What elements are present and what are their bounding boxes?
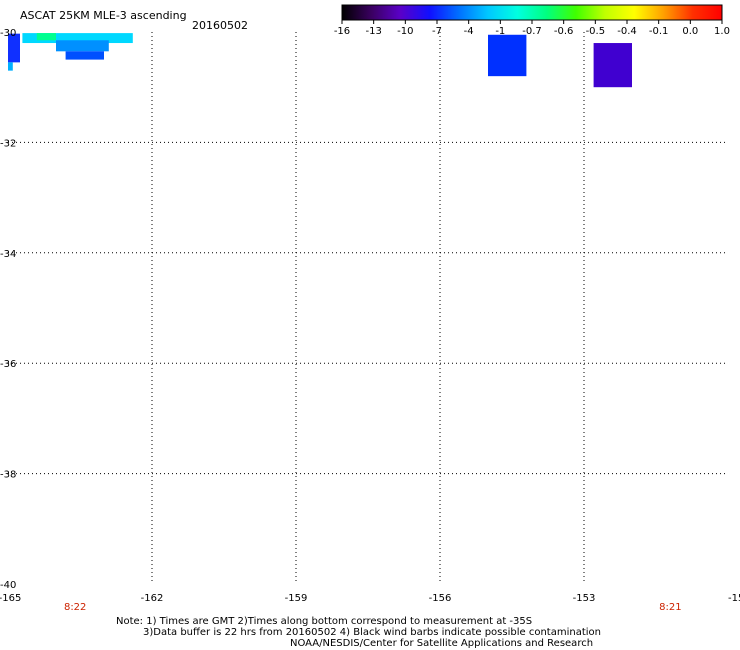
colorbar-label: -16 [334,26,350,37]
map-title: ASCAT 25KM MLE-3 ascending [20,9,187,22]
colorbar-label: -1 [495,26,505,37]
colorbar-label: -0.1 [649,26,669,37]
colorbar-label: -13 [365,26,381,37]
swath-cell-0 [8,33,20,63]
lat-tick-label: -38 [0,470,16,481]
lon-tick-label: -150 [728,593,740,604]
lon-tick-label: -156 [429,593,452,604]
note-line-1: Note: 1) Times are GMT 2)Times along bot… [116,616,533,627]
colorbar-label: -7 [432,26,442,37]
lat-tick-label: -34 [0,249,16,260]
swath-cell-4 [56,40,109,52]
lat-tick-label: -40 [0,580,16,591]
lon-tick-label: -165 [0,593,21,604]
swath-cell-7 [593,43,632,88]
swath-cell-6 [488,34,527,77]
colorbar-label: -0.6 [554,26,574,37]
note-line-3: NOAA/NESDIS/Center for Satellite Applica… [290,638,594,649]
lat-tick-label: -32 [0,138,16,149]
colorbar-label: 1.0 [714,26,730,37]
lon-tick-label: -153 [573,593,596,604]
swath-cell-1 [8,62,13,71]
swath-cell-2 [22,33,133,44]
lat-tick-label: -30 [0,28,16,39]
colorbar-label: 0.0 [682,26,698,37]
colorbar-label: -4 [464,26,474,37]
colorbar-label: -0.7 [522,26,542,37]
time-mark-label: 8:22 [64,602,86,613]
note-line-2: 3)Data buffer is 22 hrs from 20160502 4)… [143,627,601,638]
map-date: 20160502 [192,19,248,32]
lat-tick-label: -36 [0,359,16,370]
colorbar-label: -0.5 [586,26,606,37]
colorbar [341,4,723,21]
colorbar-label: -0.4 [617,26,637,37]
lon-tick-label: -162 [141,593,164,604]
time-mark-label: 8:21 [659,602,681,613]
colorbar-label: -10 [397,26,413,37]
swath-cell-5 [65,51,104,60]
swath-cell-3 [36,33,56,41]
lon-tick-label: -159 [285,593,308,604]
